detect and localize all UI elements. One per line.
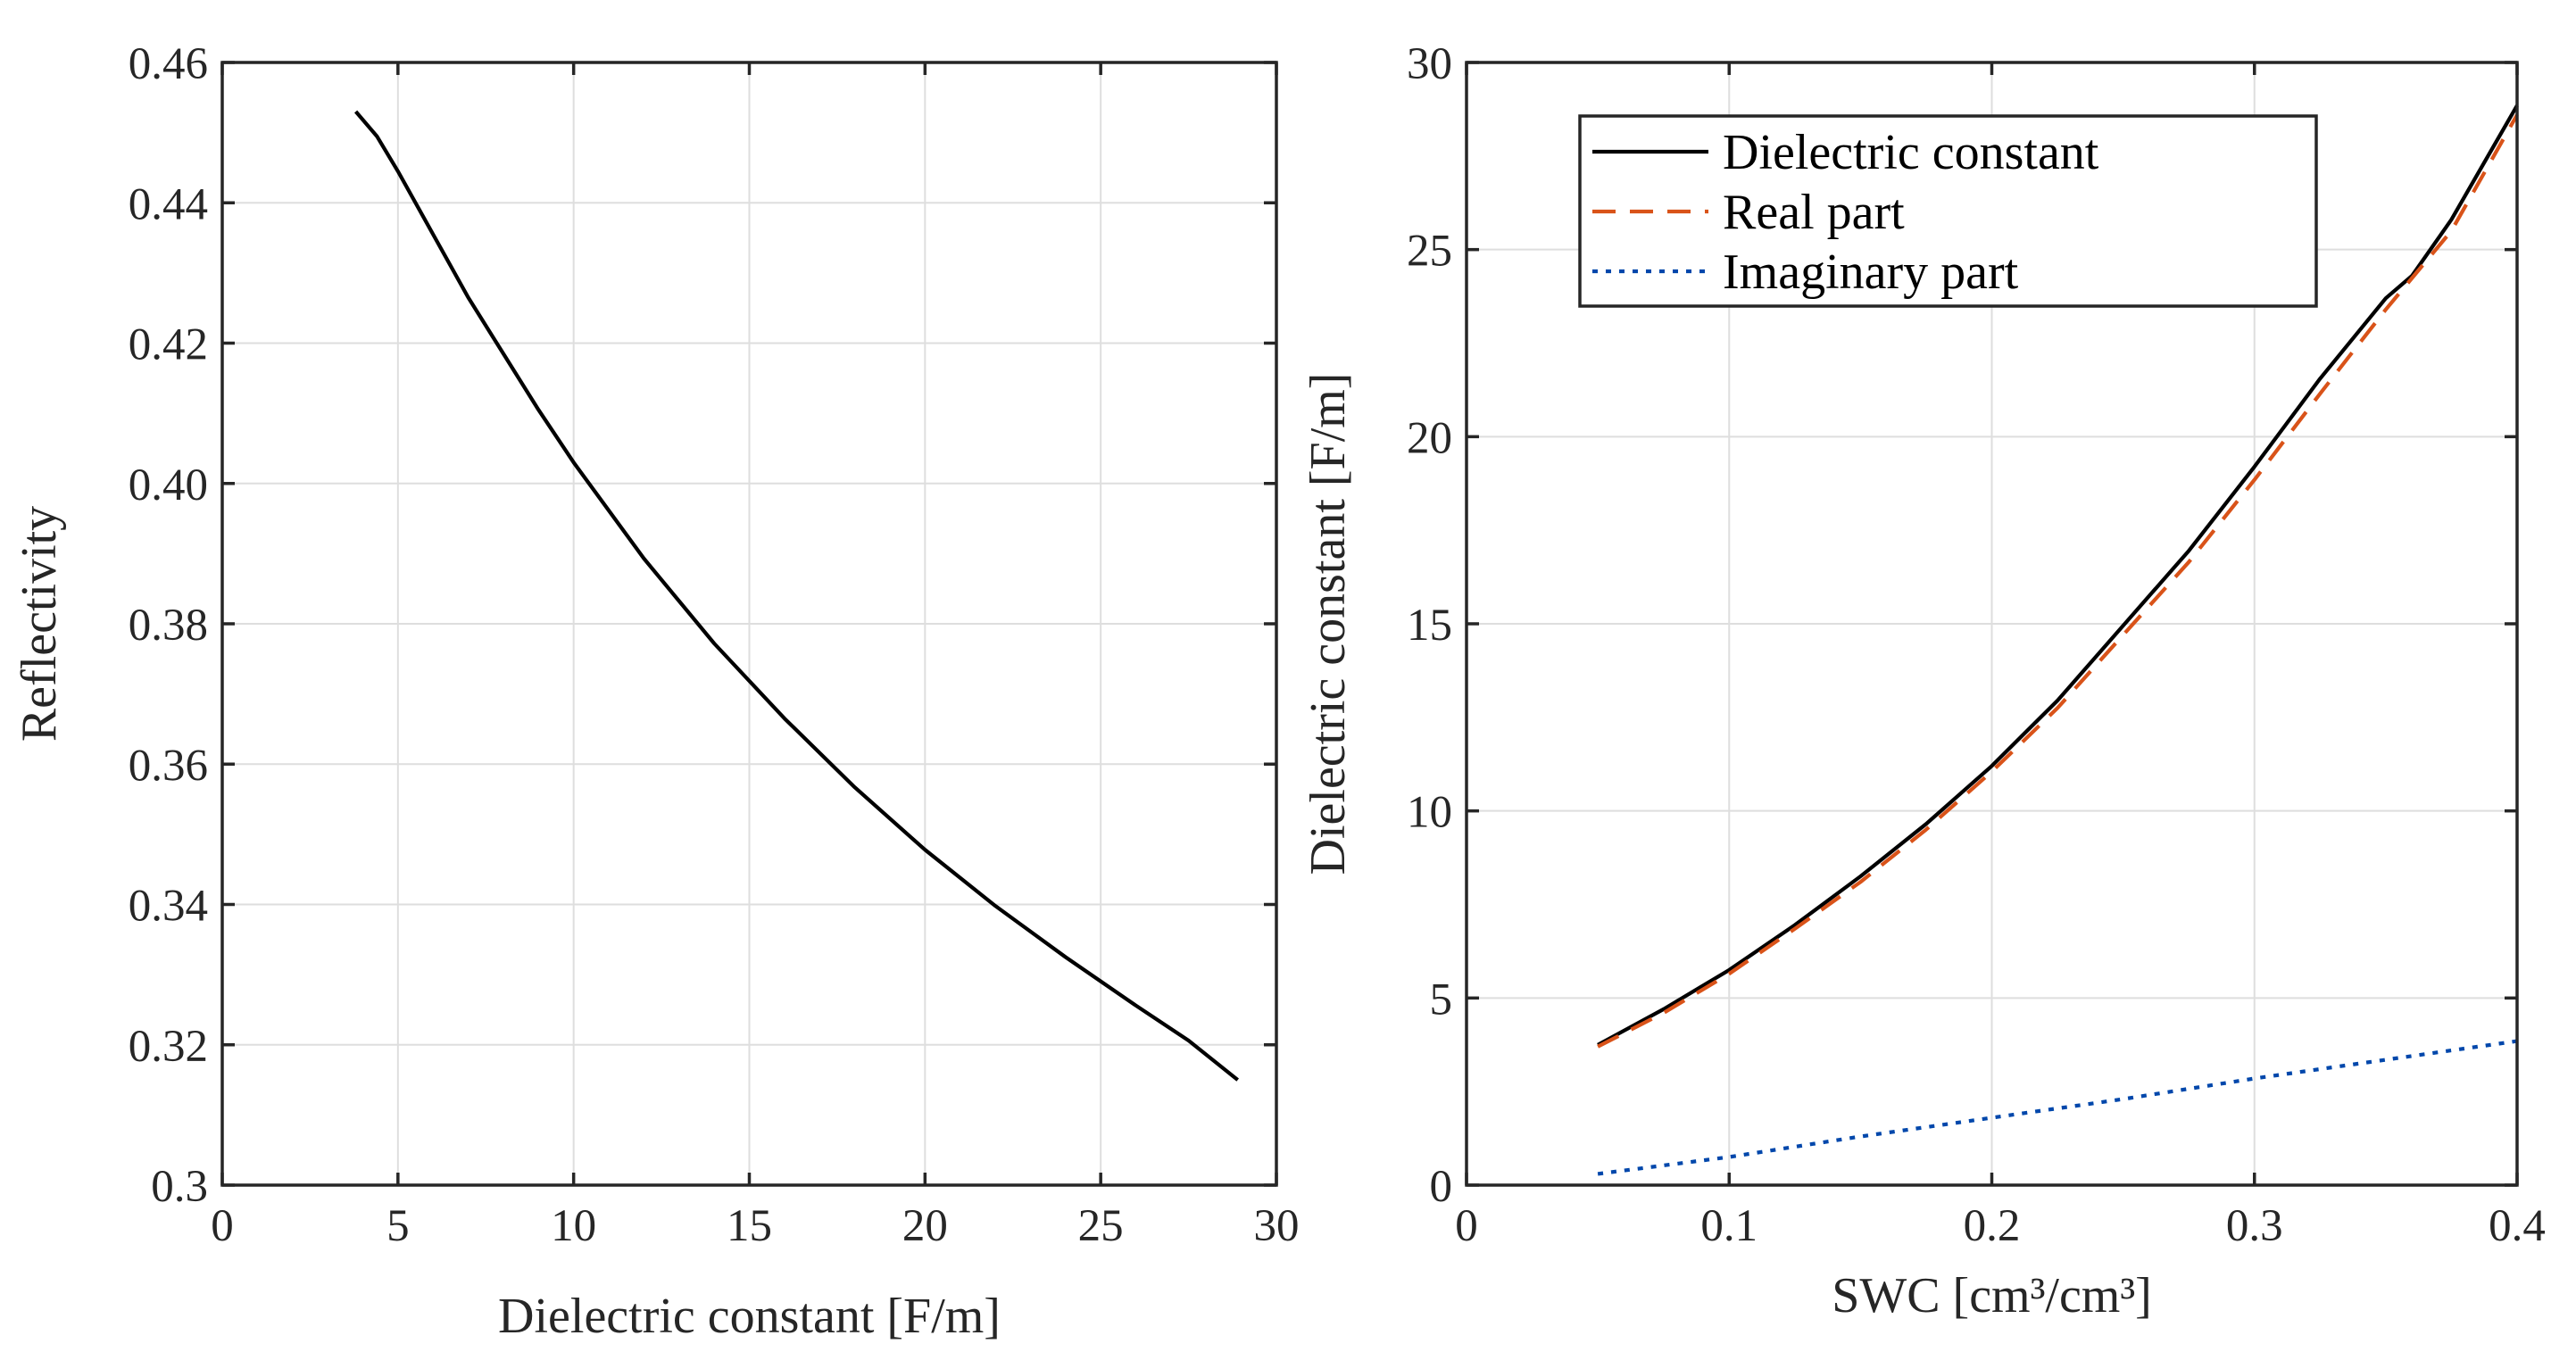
- x-tick-label: 0: [1455, 1201, 1478, 1251]
- right-chart-panel: 0 0.1 0.2 0.3 0.4 0 5 10 15 20 25 30 SWC [cm³/cm³] Di…: [1300, 39, 2546, 1323]
- y-tick-label: 0.38: [129, 601, 208, 651]
- x-axis-label: Dielectric constant [F/m]: [498, 1289, 1001, 1344]
- series-line-reflectivity: [354, 110, 1240, 1082]
- x-tick-label: 10: [551, 1201, 596, 1251]
- left-chart-panel: 0 5 10 15 20 25 30 0.3 0.32 0.34 0.36 0.38 0.40 0.42 0…: [12, 39, 1300, 1344]
- series-line-imaginary-part: [1597, 1039, 2518, 1176]
- x-tick-label: 30: [1254, 1201, 1300, 1251]
- x-tick-label: 0.3: [2226, 1201, 2283, 1251]
- legend-label: Real part: [1723, 185, 1905, 240]
- y-tick-label: 0.3: [151, 1162, 208, 1212]
- y-axis-label: Reflectivity: [12, 506, 67, 742]
- x-tick-label: 0.2: [1964, 1201, 2021, 1251]
- y-tick-label: 0.42: [129, 320, 208, 370]
- x-tick-label: 0.4: [2489, 1201, 2546, 1251]
- y-tick-label: 10: [1407, 788, 1452, 838]
- x-axis-label: SWC [cm³/cm³]: [1832, 1268, 2152, 1323]
- x-tick-label: 15: [727, 1201, 772, 1251]
- y-tick-label: 30: [1407, 39, 1452, 89]
- y-tick-label: 15: [1407, 601, 1452, 651]
- x-tick-label: 0: [211, 1201, 234, 1251]
- legend-box: [1578, 114, 2318, 308]
- x-tick-label: 0.1: [1700, 1201, 1757, 1251]
- y-tick-label: 0: [1430, 1162, 1453, 1212]
- x-tick-label: 25: [1078, 1201, 1124, 1251]
- legend-label: Imaginary part: [1723, 245, 2019, 300]
- x-tick-label: 20: [902, 1201, 948, 1251]
- y-tick-label: 0.46: [129, 39, 208, 89]
- y-tick-label: 5: [1430, 975, 1453, 1024]
- y-tick-label: 20: [1407, 413, 1452, 463]
- y-tick-label: 0.40: [129, 460, 208, 510]
- y-axis-label: Dielectric constant [F/m]: [1300, 373, 1356, 875]
- series-line-real-part: [1597, 113, 2519, 1049]
- y-tick-label: 25: [1407, 227, 1452, 277]
- legend-label: Dielectric constant: [1723, 125, 2099, 180]
- y-tick-label: 0.32: [129, 1022, 208, 1072]
- y-tick-label: 0.44: [129, 179, 208, 229]
- series-line-dielectric-constant: [1597, 104, 2519, 1047]
- y-tick-label: 0.34: [129, 882, 208, 932]
- y-tick-label: 0.36: [129, 741, 208, 791]
- x-tick-label: 5: [386, 1201, 410, 1251]
